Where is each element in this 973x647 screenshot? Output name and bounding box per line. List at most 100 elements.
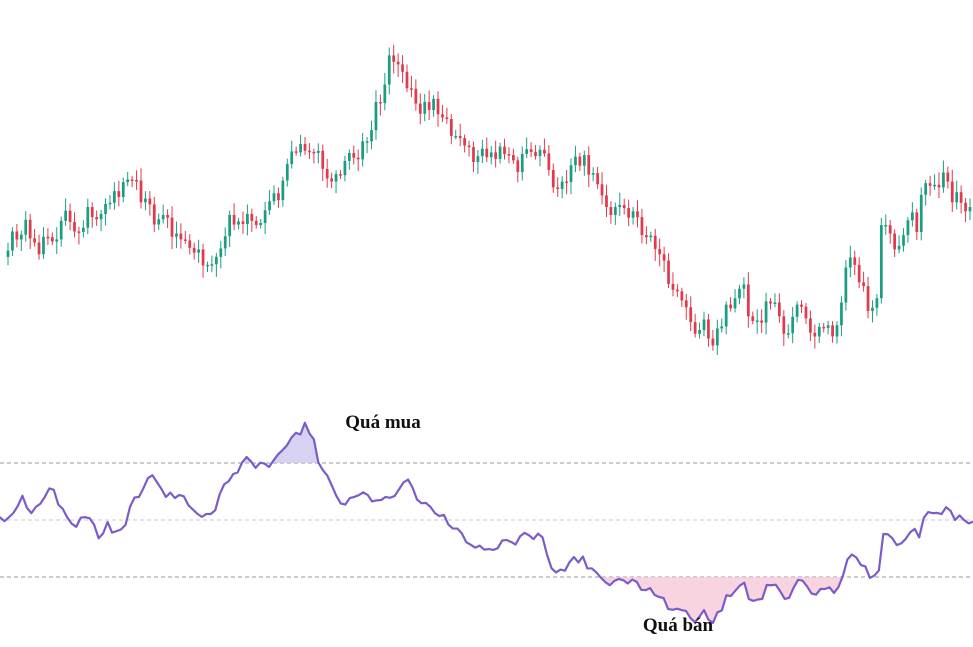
candle-up [423, 102, 427, 114]
candle-down [587, 155, 591, 175]
candle-up [59, 220, 63, 240]
candle-down [609, 207, 613, 215]
candle-up [126, 179, 130, 183]
candle-up [223, 236, 227, 249]
candle-up [42, 236, 45, 255]
candle-down [689, 307, 693, 323]
candle-down [46, 236, 50, 239]
candle-up [897, 245, 901, 250]
candle-down [959, 192, 963, 203]
candle-up [848, 257, 852, 268]
candle-down [857, 264, 861, 283]
candle-up [631, 211, 635, 218]
candle-down [676, 289, 679, 292]
candle-down [600, 184, 604, 196]
candle-up [361, 141, 365, 160]
candle-up [104, 203, 107, 214]
candle-down [405, 71, 409, 89]
candle-down [277, 193, 280, 201]
candle-up [835, 325, 839, 337]
candle-up [285, 164, 289, 181]
candle-up [755, 320, 759, 323]
candle-down [671, 283, 675, 290]
candle-down [303, 143, 307, 151]
candle-down [862, 282, 865, 287]
candle-up [246, 213, 249, 225]
candle-up [764, 301, 768, 323]
candle-down [130, 179, 134, 181]
candle-down [684, 300, 688, 308]
candle-down [693, 322, 697, 334]
candle-down [170, 217, 174, 237]
candle-up [214, 256, 218, 265]
candle-up [272, 193, 276, 202]
candle-down [556, 187, 560, 190]
candle-down [822, 326, 826, 329]
candle-down [458, 135, 462, 139]
rsi-line [0, 421, 973, 624]
candle-up [206, 264, 209, 267]
candle-up [86, 207, 90, 228]
candle-up [55, 239, 59, 242]
candle-down [653, 235, 657, 249]
candle-up [582, 155, 586, 166]
candle-up [560, 181, 564, 190]
candle-down [928, 183, 932, 186]
candle-down [888, 225, 892, 234]
candle-up [480, 148, 484, 157]
candle-down [813, 332, 817, 337]
candle-up [175, 233, 178, 237]
candle-up [197, 249, 201, 253]
candle-up [649, 235, 653, 238]
candle-down [148, 198, 152, 205]
candle-down [937, 184, 941, 188]
candle-up [347, 152, 351, 161]
candle-down [551, 169, 555, 188]
candle-up [370, 130, 373, 142]
candle-up [525, 149, 529, 155]
candle-up [773, 302, 777, 304]
candle-down [95, 217, 99, 220]
candle-up [919, 194, 923, 232]
candle-up [259, 222, 263, 226]
candle-down [866, 286, 870, 311]
candle-up [219, 248, 223, 257]
candle-down [339, 174, 342, 176]
rsi-extreme-fills [241, 422, 872, 623]
candle-up [933, 184, 936, 187]
candle-down [565, 181, 568, 184]
candle-down [831, 325, 834, 337]
candle-down [139, 180, 143, 203]
candle-down [28, 219, 32, 239]
candle-down [662, 254, 666, 261]
candle-down [804, 306, 808, 319]
candle-up [884, 225, 888, 227]
candle-up [121, 182, 125, 197]
candle-up [613, 207, 617, 215]
candle-up [715, 328, 719, 346]
candle-down [534, 151, 537, 157]
candle-down [379, 102, 382, 104]
oversold-label: Quá bán [643, 615, 714, 636]
candle-up [733, 298, 737, 309]
candle-up [161, 215, 165, 220]
candle-down [760, 320, 764, 323]
candle-up [844, 267, 848, 303]
candle-down [414, 88, 418, 104]
candle-down [77, 231, 81, 233]
candle-down [667, 260, 670, 284]
candle-up [840, 302, 843, 326]
candle-up [64, 210, 68, 221]
candle-down [37, 242, 41, 255]
candle-up [263, 210, 267, 223]
candle-up [826, 325, 830, 328]
candle-up [334, 174, 338, 182]
candle-up [99, 213, 103, 220]
candle-down [427, 102, 431, 110]
candle-down [503, 146, 506, 155]
candle-up [383, 84, 387, 104]
candle-down [711, 338, 715, 346]
candle-up [144, 198, 147, 203]
candle-down [321, 150, 325, 169]
